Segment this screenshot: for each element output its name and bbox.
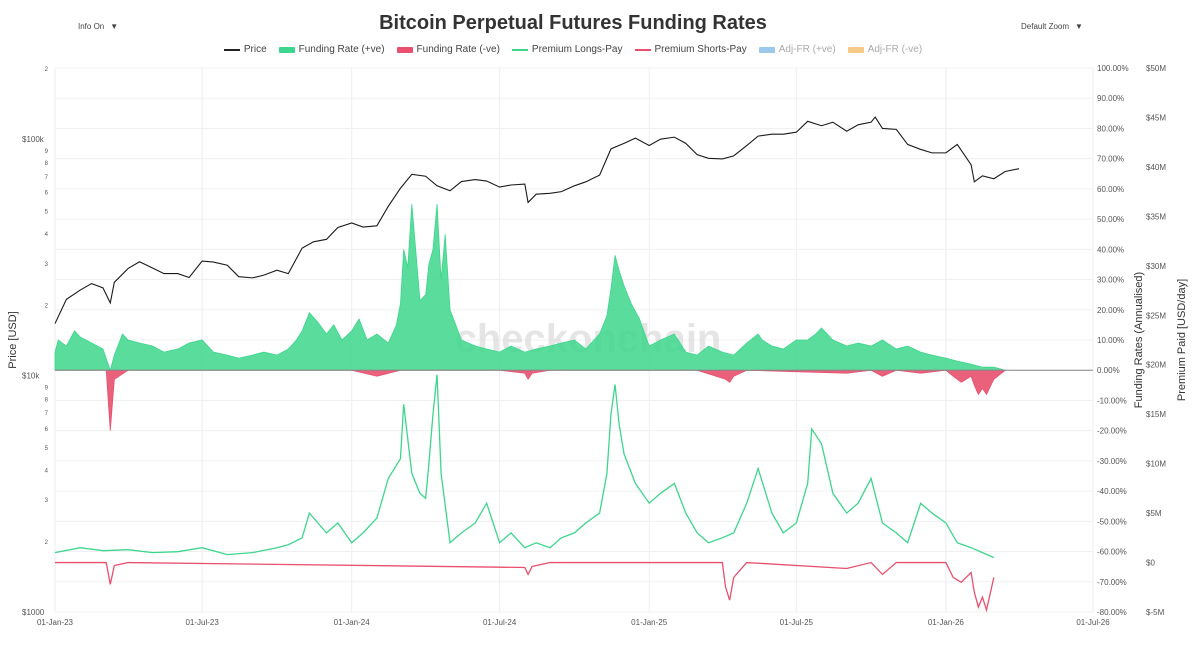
price-tick-label: 7 <box>45 175 49 181</box>
price-tick-label: 2 <box>45 303 49 309</box>
legend-label: Adj-FR (+ve) <box>778 44 836 55</box>
funding-positive-area <box>54 203 1006 372</box>
chevron-down-icon: ▼ <box>110 22 119 31</box>
funding-tick-label: 60.00% <box>1097 185 1124 194</box>
legend-swatch <box>634 48 651 51</box>
premium-tick-label: $-5M <box>1146 608 1165 617</box>
premium-tick-label: $50M <box>1146 64 1166 73</box>
funding-tick-label: -20.00% <box>1097 427 1127 436</box>
legend-item[interactable]: Funding Rate (+ve) <box>278 44 385 55</box>
legend-item[interactable]: Premium Shorts-Pay <box>634 44 747 55</box>
x-tick-label: 01-Jan-25 <box>631 618 668 627</box>
funding-tick-label: -40.00% <box>1097 487 1127 496</box>
price-tick-label: $10k <box>22 372 40 381</box>
funding-tick-label: 10.00% <box>1097 336 1124 345</box>
legend-swatch <box>223 48 240 51</box>
funding-tick-label: 70.00% <box>1097 155 1124 164</box>
legend-label: Funding Rate (+ve) <box>298 44 385 55</box>
premium-tick-label: $40M <box>1146 163 1166 172</box>
legend-item[interactable]: Premium Longs-Pay <box>511 44 623 55</box>
price-tick-label: 3 <box>45 262 49 268</box>
chart-title: Bitcoin Perpetual Futures Funding Rates <box>379 12 767 34</box>
legend-swatch <box>758 46 775 53</box>
funding-tick-label: 100.00% <box>1097 64 1129 73</box>
legend-item[interactable]: Funding Rate (-ve) <box>396 44 500 55</box>
funding-tick-label: 30.00% <box>1097 276 1124 285</box>
legend-label: Premium Longs-Pay <box>531 44 623 55</box>
chevron-down-icon: ▼ <box>1075 22 1083 31</box>
zoom-dropdown[interactable]: Default Zoom ▼ <box>1021 22 1083 31</box>
legend-label: Adj-FR (-ve) <box>867 44 923 55</box>
price-axis-label: Price [USD] <box>7 311 19 368</box>
premium-shorts-pay-line <box>55 561 995 613</box>
info-toggle-label: Info On <box>78 22 105 31</box>
x-tick-label: 01-Jan-24 <box>334 618 371 627</box>
zoom-label: Default Zoom <box>1021 22 1070 31</box>
funding-tick-label: 20.00% <box>1097 306 1124 315</box>
price-tick-label: 6 <box>45 427 49 433</box>
funding-tick-label: 50.00% <box>1097 215 1124 224</box>
legend-item[interactable]: Adj-FR (+ve) <box>758 44 836 55</box>
price-tick-label: 5 <box>45 446 49 452</box>
funding-tick-label: 90.00% <box>1097 94 1124 103</box>
funding-tick-label: 80.00% <box>1097 124 1124 133</box>
legend-label: Premium Shorts-Pay <box>654 44 747 55</box>
premium-tick-label: $35M <box>1146 212 1166 221</box>
premium-tick-label: $30M <box>1146 262 1166 271</box>
price-tick-label: 5 <box>45 209 49 215</box>
premium-tick-label: $45M <box>1146 113 1166 122</box>
funding-tick-label: -30.00% <box>1097 457 1127 466</box>
price-tick-label: 9 <box>45 149 49 155</box>
funding-tick-label: 40.00% <box>1097 245 1124 254</box>
price-tick-label: 7 <box>45 411 49 417</box>
funding-tick-label: -70.00% <box>1097 578 1127 587</box>
funding-negative-area <box>55 369 1007 431</box>
chart-legend: Price Funding Rate (+ve) Funding Rate (-ve… <box>0 44 1146 55</box>
premium-tick-label: $25M <box>1146 311 1166 320</box>
price-tick-label: 8 <box>45 161 49 167</box>
premium-tick-label: $15M <box>1146 410 1166 419</box>
legend-swatch <box>847 46 864 53</box>
price-tick-label: 2 <box>45 67 49 73</box>
premium-tick-label: $10M <box>1146 460 1166 469</box>
premium-tick-label: $20M <box>1146 361 1166 370</box>
x-tick-label: 01-Jan-23 <box>37 618 74 627</box>
legend-item[interactable]: Adj-FR (-ve) <box>847 44 923 55</box>
legend-swatch <box>278 46 295 53</box>
premium-axis-label: Premium Paid [USD/day] <box>1176 279 1188 401</box>
funding-tick-label: -10.00% <box>1097 396 1127 405</box>
price-tick-label: 2 <box>45 540 49 546</box>
legend-label: Funding Rate (-ve) <box>416 44 500 55</box>
premium-tick-label: $5M <box>1146 509 1162 518</box>
price-tick-label: $1000 <box>22 608 45 617</box>
price-tick-label: 9 <box>45 385 49 391</box>
x-tick-label: 01-Jul-23 <box>185 618 219 627</box>
legend-item[interactable]: Price <box>223 44 267 55</box>
price-tick-label: 3 <box>45 498 49 504</box>
funding-axis-label: Funding Rates (Annualised) <box>1133 272 1145 408</box>
x-tick-label: 01-Jul-24 <box>483 618 517 627</box>
price-tick-label: 8 <box>45 397 49 403</box>
x-tick-label: 01-Jan-26 <box>928 618 965 627</box>
premium-tick-label: $0 <box>1146 559 1155 568</box>
funding-tick-label: -80.00% <box>1097 608 1127 617</box>
legend-swatch <box>511 48 528 51</box>
x-tick-label: 01-Jul-25 <box>780 618 814 627</box>
info-toggle-dropdown[interactable]: Info On ▼ <box>78 22 118 31</box>
price-tick-label: 6 <box>45 191 49 197</box>
premium-longs-pay-line <box>54 374 995 559</box>
legend-label: Price <box>243 44 267 55</box>
legend-swatch <box>396 46 413 53</box>
price-line <box>54 116 1020 324</box>
funding-tick-label: -60.00% <box>1097 548 1127 557</box>
price-tick-label: 4 <box>45 469 49 475</box>
price-tick-label: $100k <box>22 135 45 144</box>
x-tick-label: 01-Jul-26 <box>1076 618 1110 627</box>
funding-tick-label: -50.00% <box>1097 517 1127 526</box>
funding-tick-label: 0.00% <box>1097 366 1120 375</box>
price-tick-label: 4 <box>45 232 49 238</box>
